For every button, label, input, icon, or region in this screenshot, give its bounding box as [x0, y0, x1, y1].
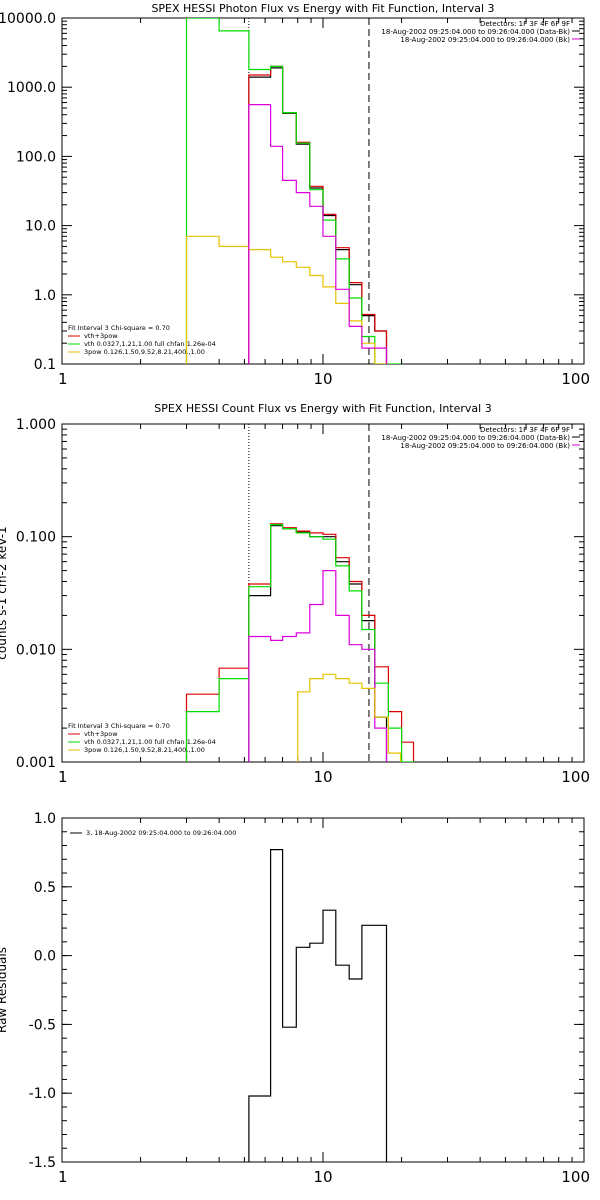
- y-tick-label: 10000.0: [0, 11, 56, 27]
- fit-info-line: Fit Interval 3 Chi-square = 0.70: [68, 324, 170, 332]
- series-line-1: [249, 850, 387, 1182]
- x-tick-label: 100: [561, 1168, 590, 1186]
- plot-area: [187, 524, 414, 782]
- fit-info-line: vth+3pow: [84, 332, 118, 340]
- header-line: 18-Aug-2002 09:25:04.000 to 09:26:04.000…: [381, 28, 570, 36]
- y-tick-label: 100.0: [16, 149, 56, 165]
- y-tick-label: 1000.0: [7, 80, 56, 96]
- x-tick-label: 10: [313, 370, 332, 388]
- series-line-5: [249, 105, 387, 384]
- x-tick-label: 1: [58, 1168, 68, 1186]
- header-line: Detectors: 1F 3F 4F 6F 9F: [480, 426, 570, 434]
- chart-3: Raw Residuals 1 10 100 -1.5 -1.0 -0.5 0.0 0.5 1.0…: [0, 811, 590, 1186]
- fit-info-line: vth 0.0327,1.21,1.00 full chfan 1.26e-04: [84, 340, 216, 348]
- series-line-4: [249, 571, 387, 782]
- y-tick-label: 0.5: [34, 880, 56, 896]
- series-line-2: [187, 524, 414, 782]
- chart-1: SPEX HESSI Photon Flux vs Energy with Fi…: [0, 2, 590, 388]
- header-line: 18-Aug-2002 09:25:04.000 to 09:26:04.000…: [400, 36, 570, 44]
- header-line: Detectors: 1F 3F 4F 6F 9F: [480, 20, 570, 28]
- y-tick-label: 0.1: [34, 357, 56, 373]
- x-tick-label: 100: [561, 768, 590, 786]
- x-tick-label: 10: [313, 1168, 332, 1186]
- y-tick-label: 10.0: [25, 219, 56, 235]
- chart-2: SPEX HESSI Count Flux vs Energy with Fit…: [0, 402, 590, 786]
- series-line-4: [187, 236, 387, 384]
- y-tick-label: -0.5: [29, 1017, 56, 1033]
- y-tick-label: 0.100: [16, 530, 56, 546]
- spectral-fit-figure: SPEX HESSI Photon Flux vs Energy with Fi…: [0, 0, 600, 1200]
- y-axis-label: Raw Residuals: [0, 947, 9, 1033]
- fit-info-line: 3pow 0.126,1.50,9.52,8.21,400.,1.00: [84, 348, 205, 356]
- y-tick-label: 1.000: [16, 417, 56, 433]
- y-tick-label: 0.001: [16, 755, 56, 771]
- legend-label: 3, 18-Aug-2002 09:25:04.000 to 09:26:04.…: [86, 829, 236, 837]
- x-tick-label: 1: [58, 768, 68, 786]
- fit-info-line: vth+3pow: [84, 730, 118, 738]
- fit-info-line: vth 0.0327,1.21,1.00 full chfan 1.26e-04: [84, 738, 216, 746]
- plot-frame: [62, 818, 584, 1162]
- header-line: 18-Aug-2002 09:25:04.000 to 09:26:04.000…: [381, 434, 570, 442]
- fit-info-line: Fit Interval 3 Chi-square = 0.70: [68, 722, 170, 730]
- y-tick-label: -1.0: [29, 1086, 56, 1102]
- y-tick-label: -1.5: [29, 1155, 56, 1171]
- y-tick-label: 1.0: [34, 811, 56, 827]
- series-line-3: [187, 18, 401, 384]
- chart-title: SPEX HESSI Photon Flux vs Energy with Fi…: [151, 2, 494, 15]
- series-line-3: [187, 525, 414, 782]
- x-tick-label: 10: [313, 768, 332, 786]
- x-tick-label: 1: [58, 370, 68, 388]
- fit-info-line: 3pow 0.126,1.50,9.52,8.21,400.,1.00: [84, 746, 205, 754]
- plot-area: [187, 18, 401, 384]
- series-line-1: [249, 526, 387, 782]
- x-tick-label: 100: [561, 370, 590, 388]
- y-axis-label: counts s-1 cm-2 keV-1: [0, 526, 9, 659]
- plot-area: [249, 850, 387, 1182]
- y-tick-label: 1.0: [34, 288, 56, 304]
- header-line: 18-Aug-2002 09:25:04.000 to 09:26:04.000…: [400, 442, 570, 450]
- chart-title: SPEX HESSI Count Flux vs Energy with Fit…: [154, 402, 491, 415]
- y-tick-label: 0.0: [34, 949, 56, 965]
- y-tick-label: 0.010: [16, 642, 56, 658]
